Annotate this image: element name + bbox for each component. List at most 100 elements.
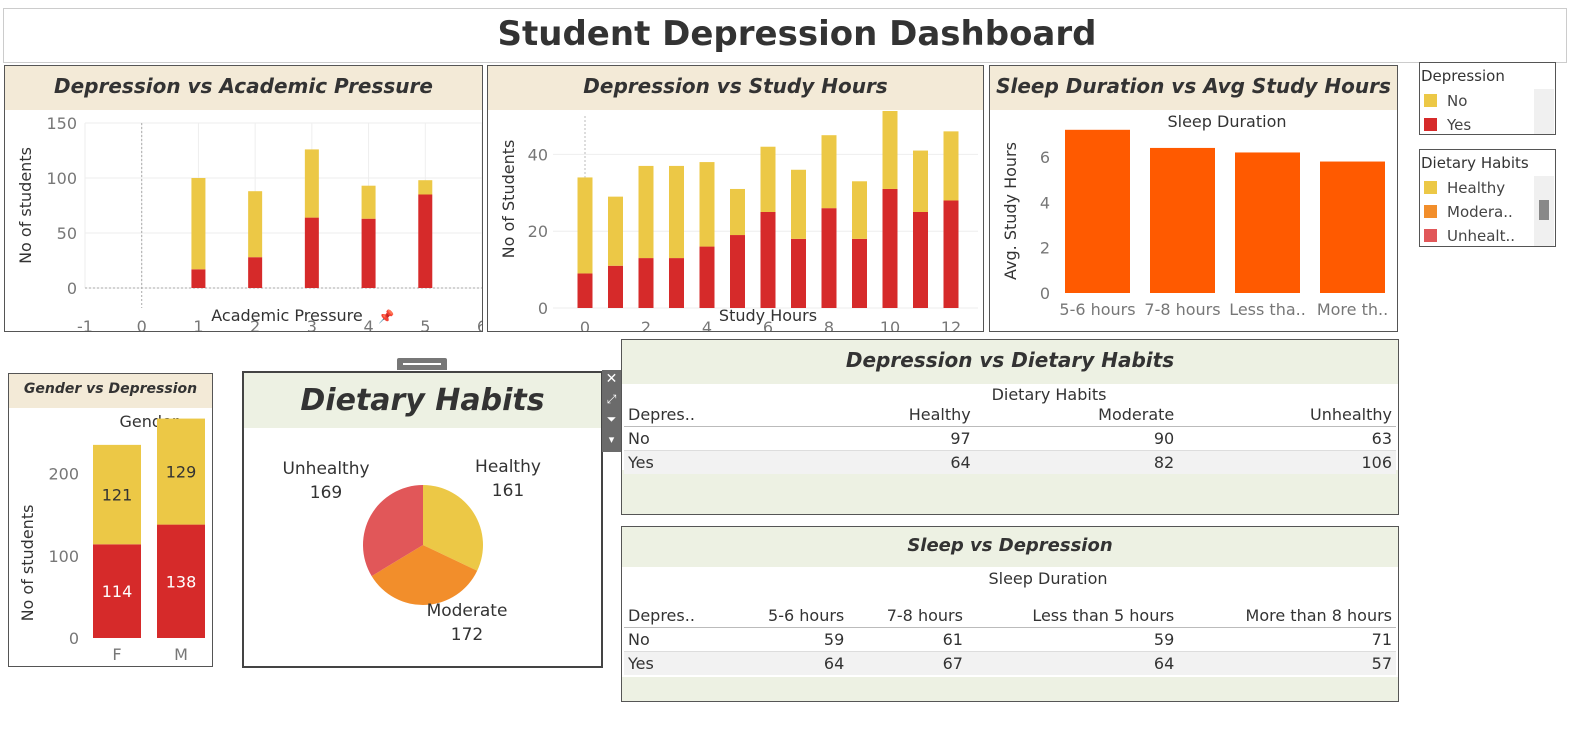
bar-yes[interactable] bbox=[943, 200, 959, 308]
dietary-legend[interactable]: Dietary Habits Healthy Modera.. Unhealt.… bbox=[1419, 149, 1556, 247]
bar-no[interactable] bbox=[791, 169, 806, 239]
legend-item-no[interactable]: No bbox=[1424, 91, 1467, 111]
bar-no[interactable] bbox=[608, 196, 623, 266]
legend-item-yes[interactable]: Yes bbox=[1424, 115, 1471, 135]
bar-sleep-duration[interactable] bbox=[1235, 152, 1300, 293]
table-cell: 59 bbox=[966, 627, 1179, 652]
legend-item-unhealthy[interactable]: Unhealt.. bbox=[1424, 226, 1515, 246]
y-axis-title: No of Students bbox=[499, 140, 518, 259]
bar-sleep-duration[interactable] bbox=[1320, 161, 1385, 293]
pie-panel[interactable]: Dietary Habits Healthy 161 Moderate 172 Unhe… bbox=[242, 371, 603, 668]
table-row[interactable]: No 97 90 63 bbox=[624, 426, 1396, 451]
table-cell: 67 bbox=[848, 651, 967, 675]
bar-no[interactable] bbox=[760, 146, 776, 212]
pie-slice-unhealthy[interactable] bbox=[363, 485, 423, 577]
bar-no[interactable] bbox=[669, 165, 684, 259]
table-row[interactable]: Yes 64 67 64 57 bbox=[624, 651, 1396, 675]
bar-no[interactable] bbox=[304, 149, 319, 218]
table-row[interactable]: No 59 61 59 71 bbox=[624, 627, 1396, 652]
data-label: 114 bbox=[102, 582, 133, 601]
bar-yes[interactable] bbox=[730, 235, 745, 308]
x-tick-label: 0 bbox=[580, 318, 590, 331]
sleep-avg-panel[interactable]: Sleep Duration vs Avg Study Hours Sleep … bbox=[989, 65, 1398, 332]
y-tick-label: 100 bbox=[46, 169, 77, 188]
pie-slice-moderate[interactable] bbox=[371, 545, 478, 605]
legend-item-moderate[interactable]: Modera.. bbox=[1424, 202, 1513, 222]
study-hours-chart[interactable]: 0 20 40 0 2 4 6 8 10 12 Study Hours No of Students bbox=[488, 111, 983, 331]
x-tick-label: F bbox=[112, 645, 121, 664]
more-options-icon[interactable]: ▾ bbox=[608, 433, 615, 446]
pie-label-name: Unhealthy bbox=[282, 459, 369, 479]
x-tick-label: 2 bbox=[641, 318, 651, 331]
bar-yes[interactable] bbox=[418, 194, 433, 289]
row-header-label: Depres.. bbox=[624, 604, 730, 628]
bar-no[interactable] bbox=[577, 177, 593, 274]
bar-no[interactable] bbox=[418, 180, 433, 195]
bar-no[interactable] bbox=[943, 131, 959, 201]
bar-no[interactable] bbox=[93, 444, 141, 545]
academic-pressure-panel[interactable]: Depression vs Academic Pressure 0 50 100 15… bbox=[4, 65, 483, 332]
close-icon[interactable]: ✕ bbox=[605, 371, 618, 387]
legend-item-healthy[interactable]: Healthy bbox=[1424, 178, 1505, 198]
expand-icon[interactable]: ⤢ bbox=[606, 392, 617, 406]
academic-pressure-chart[interactable]: 0 50 100 150 -1 0 1 2 3 4 5 6 Academic Pressure 📌 No o… bbox=[5, 111, 482, 331]
bar-sleep-duration[interactable] bbox=[1150, 147, 1215, 293]
bar-sleep-duration[interactable] bbox=[1065, 129, 1130, 293]
bar-yes[interactable] bbox=[608, 265, 623, 308]
bar-no[interactable] bbox=[361, 185, 376, 219]
x-tick-label: Less tha.. bbox=[1229, 300, 1306, 319]
pie-slice-healthy[interactable] bbox=[423, 485, 483, 571]
bar-yes[interactable] bbox=[791, 238, 806, 308]
bar-yes[interactable] bbox=[157, 524, 205, 638]
bar-yes[interactable] bbox=[361, 218, 376, 288]
y-tick-label: 100 bbox=[48, 547, 79, 566]
bar-yes[interactable] bbox=[852, 238, 867, 308]
dietary-legend-scroll-thumb[interactable] bbox=[1539, 200, 1549, 220]
bar-no[interactable] bbox=[852, 181, 867, 239]
bar-yes[interactable] bbox=[248, 257, 263, 288]
bar-no[interactable] bbox=[699, 162, 715, 247]
bar-no[interactable] bbox=[191, 178, 206, 270]
bar-no[interactable] bbox=[248, 191, 263, 258]
depression-legend-scrollbar[interactable] bbox=[1534, 89, 1554, 134]
study-hours-panel[interactable]: Depression vs Study Hours 0 20 40 0 2 4 6 8 10 12… bbox=[487, 65, 984, 332]
legend-swatch-unhealthy bbox=[1424, 229, 1437, 242]
table-cell: 64 bbox=[729, 651, 849, 675]
y-axis-title: No of students bbox=[18, 505, 37, 622]
bar-no[interactable] bbox=[157, 418, 205, 525]
pie-label-name: Healthy bbox=[475, 457, 541, 477]
bar-yes[interactable] bbox=[882, 188, 898, 308]
bar-yes[interactable] bbox=[304, 217, 319, 288]
gender-title: Gender vs Depression bbox=[9, 374, 212, 408]
sleep-avg-chart[interactable]: Sleep Duration 0 2 4 6 5-6 hours 7-8 hours Less… bbox=[990, 111, 1397, 331]
gender-panel[interactable]: Gender vs Depression Gender 0 100 200 114 121… bbox=[8, 373, 213, 667]
bar-yes[interactable] bbox=[760, 212, 776, 308]
dietary-legend-scrollbar[interactable] bbox=[1534, 176, 1554, 246]
bar-no[interactable] bbox=[638, 165, 654, 259]
bar-yes[interactable] bbox=[577, 273, 593, 308]
diet-table: Depres.. Healthy Moderate Unhealthy No 97 90 63… bbox=[624, 403, 1396, 474]
table-row[interactable]: Yes 64 82 106 bbox=[624, 450, 1396, 474]
row-label: Yes bbox=[624, 651, 730, 675]
bar-yes[interactable] bbox=[191, 269, 206, 288]
pie-panel-handle[interactable] bbox=[397, 358, 447, 370]
bar-yes[interactable] bbox=[699, 246, 715, 308]
y-tick-label: 0 bbox=[69, 629, 79, 648]
bar-no[interactable] bbox=[882, 111, 898, 189]
dietary-pie-chart[interactable]: Healthy 161 Moderate 172 Unhealthy 169 bbox=[244, 428, 601, 666]
bar-yes[interactable] bbox=[638, 258, 654, 308]
bar-no[interactable] bbox=[821, 135, 837, 209]
bar-yes[interactable] bbox=[93, 544, 141, 638]
depression-legend[interactable]: Depression No Yes bbox=[1419, 62, 1556, 135]
bar-yes[interactable] bbox=[669, 258, 684, 308]
table-cell: 59 bbox=[729, 627, 849, 652]
bar-yes[interactable] bbox=[821, 208, 837, 308]
bar-no[interactable] bbox=[730, 188, 745, 236]
bar-yes[interactable] bbox=[913, 212, 928, 308]
bar-no[interactable] bbox=[913, 150, 928, 212]
sleep-table-panel[interactable]: Sleep vs Depression Sleep Duration Depre… bbox=[621, 526, 1399, 702]
diet-table-panel[interactable]: Depression vs Dietary Habits Dietary Hab… bbox=[621, 339, 1399, 515]
filter-icon[interactable]: ⏷ bbox=[606, 412, 617, 426]
column-header: Moderate bbox=[974, 403, 1179, 427]
